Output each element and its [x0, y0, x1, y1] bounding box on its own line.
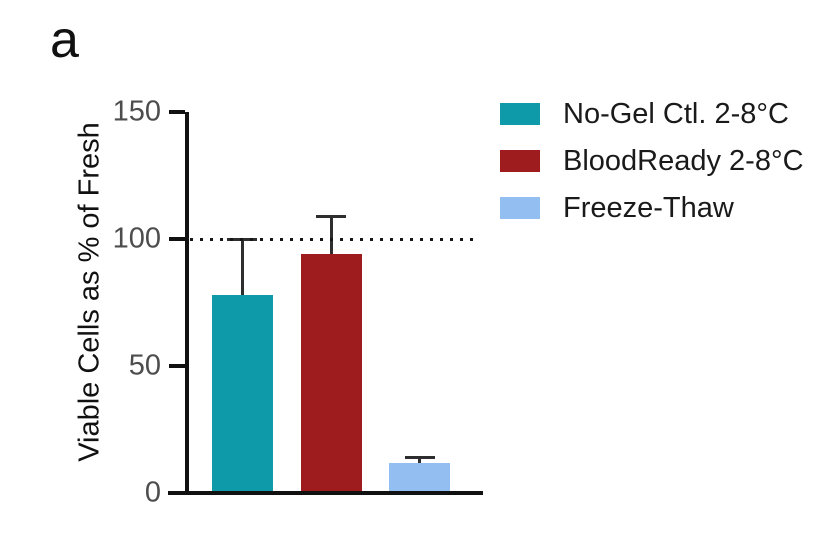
reference-line-100pct: [190, 237, 480, 241]
legend-label: No-Gel Ctl. 2-8°C: [563, 97, 789, 130]
plot-area: 0 50 100 150: [113, 97, 483, 507]
y-tick-label: 100: [112, 222, 161, 255]
legend-swatch-red: [500, 150, 540, 172]
legend-item: BloodReady 2-8°C: [500, 146, 804, 175]
error-bar-line: [329, 216, 333, 255]
legend-swatch-teal: [500, 103, 540, 125]
legend-label: Freeze-Thaw: [563, 191, 734, 224]
error-bar-line: [418, 457, 422, 463]
panel-label: a: [50, 11, 79, 69]
y-axis-title: Viable Cells as % of Fresh: [73, 122, 106, 462]
legend-item: No-Gel Ctl. 2-8°C: [500, 99, 804, 128]
legend-swatch-lightblue: [500, 197, 540, 219]
y-tick-label: 50: [128, 349, 161, 382]
y-tick: [169, 237, 185, 241]
y-tick-label: 150: [112, 95, 161, 128]
legend: No-Gel Ctl. 2-8°C BloodReady 2-8°C Freez…: [500, 99, 804, 222]
y-tick: [169, 364, 185, 368]
error-bar-cap: [404, 455, 435, 459]
y-tick-label: 0: [144, 476, 161, 509]
bar-bloodready-2-8-c: [300, 254, 362, 493]
legend-label: BloodReady 2-8°C: [563, 144, 804, 177]
y-tick: [169, 110, 185, 114]
y-axis-line: [185, 112, 189, 493]
legend-item: Freeze-Thaw: [500, 193, 804, 222]
x-axis-line: [168, 491, 483, 495]
bar-freeze-thaw: [389, 462, 451, 493]
y-tick: [169, 491, 185, 495]
error-bar-cap: [316, 214, 347, 218]
error-bar-line: [240, 239, 244, 295]
bar-no-gel-ctl-2-8-c: [211, 294, 273, 493]
